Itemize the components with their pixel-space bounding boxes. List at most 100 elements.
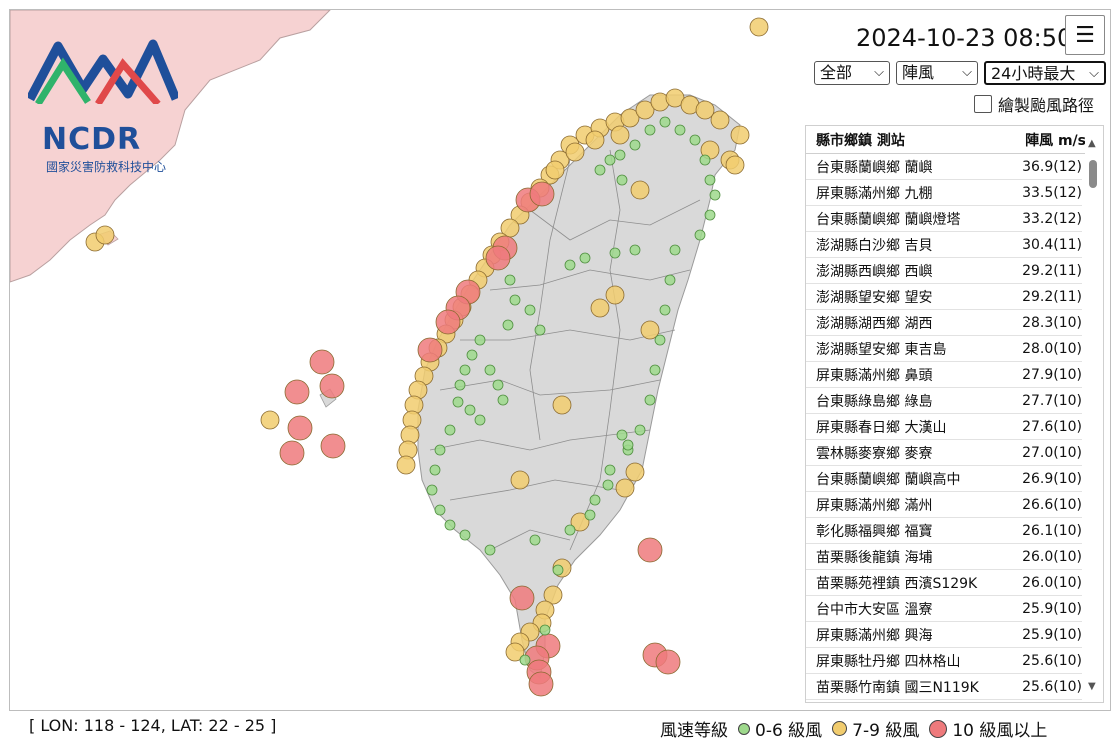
station-marker[interactable] bbox=[659, 304, 671, 316]
station-marker[interactable] bbox=[279, 440, 305, 466]
station-marker[interactable] bbox=[669, 244, 681, 256]
station-marker[interactable] bbox=[452, 396, 464, 408]
station-marker[interactable] bbox=[552, 564, 564, 576]
typhoon-path-toggle[interactable]: 繪製颱風路徑 bbox=[974, 92, 1094, 116]
typhoon-path-checkbox[interactable] bbox=[974, 95, 992, 113]
station-marker[interactable] bbox=[615, 478, 635, 498]
station-marker[interactable] bbox=[529, 181, 555, 207]
station-marker[interactable] bbox=[655, 649, 681, 675]
table-row[interactable]: 台中市大安區 溫寮 25.9(10) bbox=[806, 596, 1082, 622]
station-marker[interactable] bbox=[497, 394, 509, 406]
table-row[interactable]: 苗栗縣苑裡鎮 西濱S129K 26.0(10) bbox=[806, 570, 1082, 596]
station-marker[interactable] bbox=[589, 494, 601, 506]
station-marker[interactable] bbox=[604, 464, 616, 476]
table-row[interactable]: 台東縣蘭嶼鄉 蘭嶼燈塔 33.2(12) bbox=[806, 206, 1082, 232]
table-row[interactable]: 屏東縣滿州鄉 滿州 26.6(10) bbox=[806, 492, 1082, 518]
table-row[interactable]: 屏東縣牡丹鄉 四林格山 25.6(10) bbox=[806, 648, 1082, 674]
station-marker[interactable] bbox=[634, 424, 646, 436]
station-marker[interactable] bbox=[640, 320, 660, 340]
station-marker[interactable] bbox=[509, 585, 535, 611]
measure-select[interactable]: 陣風 ⌵ bbox=[896, 61, 978, 85]
period-select[interactable]: 24小時最大 ⌵ bbox=[984, 61, 1106, 85]
station-marker[interactable] bbox=[622, 439, 634, 451]
station-marker[interactable] bbox=[584, 509, 596, 521]
station-marker[interactable] bbox=[610, 125, 630, 145]
table-row[interactable]: 澎湖縣白沙鄉 吉貝 30.4(11) bbox=[806, 232, 1082, 258]
station-marker[interactable] bbox=[695, 100, 715, 120]
table-row[interactable]: 屏東縣滿州鄉 興海 25.9(10) bbox=[806, 622, 1082, 648]
station-marker[interactable] bbox=[459, 364, 471, 376]
station-marker[interactable] bbox=[519, 654, 531, 666]
station-marker[interactable] bbox=[429, 464, 441, 476]
station-marker[interactable] bbox=[459, 529, 471, 541]
region-select[interactable]: 全部 ⌵ bbox=[814, 61, 890, 85]
station-marker[interactable] bbox=[426, 484, 438, 496]
station-marker[interactable] bbox=[492, 379, 504, 391]
station-marker[interactable] bbox=[320, 433, 346, 459]
station-marker[interactable] bbox=[659, 116, 671, 128]
station-marker[interactable] bbox=[509, 294, 521, 306]
station-marker[interactable] bbox=[485, 245, 511, 271]
station-marker[interactable] bbox=[616, 174, 628, 186]
station-marker[interactable] bbox=[694, 229, 706, 241]
station-marker[interactable] bbox=[529, 534, 541, 546]
station-marker[interactable] bbox=[534, 324, 546, 336]
station-marker[interactable] bbox=[95, 225, 115, 245]
table-row[interactable]: 澎湖縣望安鄉 東吉島 28.0(10) bbox=[806, 336, 1082, 362]
table-row[interactable]: 澎湖縣西嶼鄉 西嶼 29.2(11) bbox=[806, 258, 1082, 284]
station-marker[interactable] bbox=[396, 455, 416, 475]
station-marker[interactable] bbox=[704, 174, 716, 186]
station-marker[interactable] bbox=[539, 624, 551, 636]
station-marker[interactable] bbox=[704, 209, 716, 221]
station-marker[interactable] bbox=[664, 274, 676, 286]
station-marker[interactable] bbox=[543, 585, 563, 605]
station-marker[interactable] bbox=[504, 274, 516, 286]
station-marker[interactable] bbox=[287, 415, 313, 441]
station-marker[interactable] bbox=[654, 334, 666, 346]
station-marker[interactable] bbox=[625, 462, 645, 482]
station-marker[interactable] bbox=[565, 142, 585, 162]
station-marker[interactable] bbox=[689, 134, 701, 146]
station-marker[interactable] bbox=[309, 349, 335, 375]
station-marker[interactable] bbox=[466, 349, 478, 361]
station-marker[interactable] bbox=[644, 394, 656, 406]
table-row[interactable]: 屏東縣春日鄉 大漢山 27.6(10) bbox=[806, 414, 1082, 440]
station-marker[interactable] bbox=[474, 334, 486, 346]
station-marker[interactable] bbox=[528, 671, 554, 697]
station-marker[interactable] bbox=[630, 180, 650, 200]
table-row[interactable]: 台東縣蘭嶼鄉 蘭嶼高中 26.9(10) bbox=[806, 466, 1082, 492]
station-marker[interactable] bbox=[564, 259, 576, 271]
station-marker[interactable] bbox=[564, 524, 576, 536]
station-marker[interactable] bbox=[579, 252, 591, 264]
station-marker[interactable] bbox=[552, 395, 572, 415]
station-marker[interactable] bbox=[444, 424, 456, 436]
scrollbar-thumb[interactable] bbox=[1089, 160, 1097, 188]
station-marker[interactable] bbox=[635, 100, 655, 120]
station-marker[interactable] bbox=[644, 124, 656, 136]
station-marker[interactable] bbox=[629, 139, 641, 151]
table-row[interactable]: 台東縣綠島鄉 綠島 27.7(10) bbox=[806, 388, 1082, 414]
station-marker[interactable] bbox=[725, 155, 745, 175]
scroll-down-icon[interactable]: ▼ bbox=[1088, 681, 1096, 692]
table-row[interactable]: 台東縣蘭嶼鄉 蘭嶼 36.9(12) bbox=[806, 154, 1082, 180]
station-marker[interactable] bbox=[434, 444, 446, 456]
station-marker[interactable] bbox=[585, 130, 605, 150]
table-row[interactable]: 澎湖縣望安鄉 望安 29.2(11) bbox=[806, 284, 1082, 310]
table-row[interactable]: 苗栗縣竹南鎮 國三N119K 25.6(10) bbox=[806, 674, 1082, 700]
station-marker[interactable] bbox=[502, 319, 514, 331]
station-marker[interactable] bbox=[620, 108, 640, 128]
station-marker[interactable] bbox=[699, 154, 711, 166]
station-marker[interactable] bbox=[510, 470, 530, 490]
station-marker[interactable] bbox=[674, 124, 686, 136]
map-frame[interactable]: NCDR 國家災害防救科技中心 2024-10-23 08:50 ☰ 全部 ⌵ … bbox=[9, 9, 1111, 711]
station-marker[interactable] bbox=[604, 154, 616, 166]
table-row[interactable]: 屏東縣滿州鄉 鼻頭 27.9(10) bbox=[806, 362, 1082, 388]
station-marker[interactable] bbox=[284, 379, 310, 405]
station-marker[interactable] bbox=[260, 410, 280, 430]
station-marker[interactable] bbox=[570, 512, 590, 532]
station-marker[interactable] bbox=[605, 285, 625, 305]
station-marker[interactable] bbox=[629, 244, 641, 256]
station-marker[interactable] bbox=[454, 379, 466, 391]
menu-button[interactable]: ☰ bbox=[1065, 15, 1105, 55]
station-marker[interactable] bbox=[594, 164, 606, 176]
